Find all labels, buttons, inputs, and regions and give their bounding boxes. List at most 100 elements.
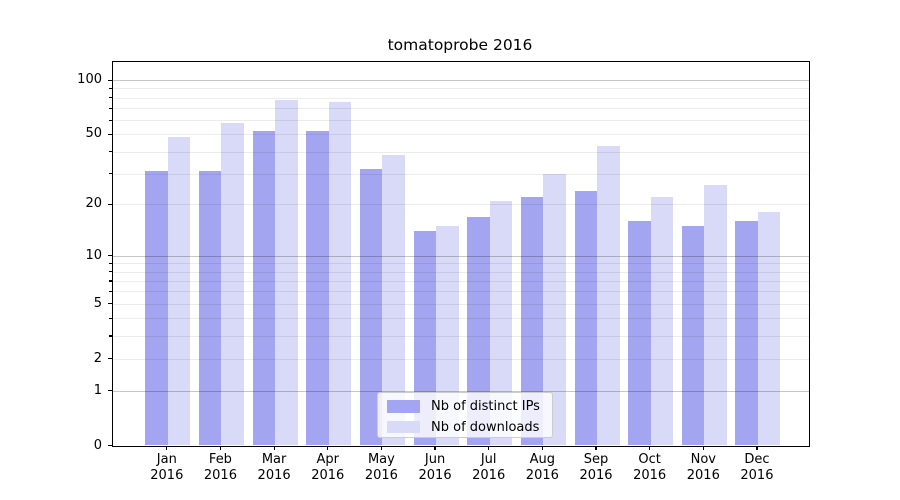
x-label-month: Apr (316, 451, 340, 467)
bar-distinct-ips-nov (681, 226, 705, 446)
y-tick (107, 79, 112, 81)
x-label-year: 2016 (686, 468, 720, 483)
x-tick (380, 445, 382, 451)
bar-distinct-ips-aug (520, 197, 544, 446)
gridline-minor (113, 271, 809, 273)
x-tick-label: Dec 2016 (726, 452, 788, 485)
bar-downloads-jan (167, 137, 191, 446)
gridline-minor (113, 88, 809, 90)
y-minor-tick (109, 97, 112, 99)
bar-distinct-ips-may (359, 168, 383, 446)
x-tick-label: Nov 2016 (672, 452, 734, 485)
y-tick (107, 133, 112, 136)
bar-distinct-ips-mar (252, 131, 276, 446)
x-tick-label: Apr 2016 (297, 452, 359, 485)
gridline-major (113, 80, 809, 82)
gridline-minor (113, 335, 809, 337)
gridline-minor (113, 291, 809, 293)
x-label-month: Nov (690, 451, 716, 467)
x-label-year: 2016 (364, 468, 398, 483)
y-tick-label: 10 (85, 247, 102, 263)
x-label-year: 2016 (257, 468, 291, 483)
x-tick-label: Sep 2016 (565, 452, 627, 485)
x-tick (434, 445, 436, 451)
x-tick (327, 445, 329, 451)
bar-distinct-ips-oct (628, 221, 651, 446)
legend-swatch-downloads-icon (387, 420, 420, 434)
x-tick (756, 445, 758, 451)
y-minor-tick (109, 107, 112, 109)
gridline-minor (113, 263, 809, 265)
gridline-minor (113, 108, 809, 110)
gridline-minor (113, 358, 809, 360)
x-label-year: 2016 (418, 468, 452, 483)
bar-distinct-ips-jan (145, 171, 168, 446)
bar-distinct-ips-dec (735, 221, 758, 446)
x-tick-label: Feb 2016 (189, 452, 251, 485)
y-tick-label: 50 (85, 126, 102, 142)
gridline-minor (113, 280, 809, 282)
x-tick-label: Mar 2016 (243, 452, 305, 485)
x-tick (273, 445, 275, 451)
x-tick-label: Aug 2016 (511, 452, 573, 485)
y-tick (107, 303, 112, 305)
bar-downloads-dec (757, 212, 781, 446)
y-tick (107, 390, 112, 392)
bar-downloads-sep (597, 145, 620, 446)
x-label-year: 2016 (472, 468, 506, 483)
x-label-year: 2016 (740, 468, 774, 483)
x-label-year: 2016 (633, 468, 667, 483)
legend-swatch-distinct-ips-icon (387, 400, 420, 413)
x-tick (595, 445, 597, 451)
gridline-minor (113, 134, 809, 136)
x-tick-label: Oct 2016 (619, 452, 681, 485)
y-minor-tick (109, 119, 112, 121)
x-label-year: 2016 (150, 468, 184, 483)
x-label-year: 2016 (203, 468, 237, 483)
y-minor-tick (109, 271, 112, 273)
bar-downloads-jul (489, 200, 513, 446)
x-tick-label: Jan 2016 (136, 452, 198, 485)
x-tick (702, 445, 704, 451)
y-tick (107, 255, 112, 257)
x-label-year: 2016 (579, 468, 613, 483)
bar-distinct-ips-jul (467, 216, 490, 446)
gridline-major (113, 390, 809, 392)
y-tick-label: 100 (77, 72, 102, 88)
x-tick (541, 445, 543, 451)
x-label-month: May (367, 451, 395, 467)
x-tick (649, 445, 651, 451)
bar-distinct-ips-feb (198, 171, 222, 446)
y-minor-tick (109, 87, 112, 90)
x-tick (219, 445, 222, 451)
bar-downloads-feb (221, 122, 244, 446)
y-minor-tick (109, 151, 112, 153)
x-label-year: 2016 (525, 468, 559, 483)
x-label-month: Jun (424, 451, 446, 467)
y-minor-tick (109, 317, 112, 319)
legend: Nb of distinct IPs Nb of downloads (377, 391, 553, 438)
y-minor-tick (109, 335, 112, 337)
x-label-month: Feb (208, 451, 232, 467)
x-tick-label: Jul 2016 (458, 452, 520, 485)
gridline-minor (113, 120, 809, 122)
x-label-month: Oct (638, 451, 661, 467)
bar-downloads-apr (328, 101, 352, 446)
bar-downloads-may (382, 155, 405, 446)
y-minor-tick (109, 173, 112, 175)
x-tick (488, 445, 490, 451)
bar-downloads-jun (436, 226, 459, 446)
bar-downloads-mar (275, 99, 298, 446)
gridline-major (113, 255, 809, 257)
y-tick-label: 2 (93, 350, 102, 366)
gridline-minor (113, 97, 809, 99)
plot-area (112, 61, 810, 447)
x-label-month: Jan (156, 451, 177, 467)
bar-downloads-aug (543, 173, 566, 446)
legend-item-distinct-ips: Nb of distinct IPs (387, 398, 543, 415)
x-tick (166, 445, 168, 451)
y-tick-label: 5 (93, 295, 102, 311)
y-minor-tick (109, 291, 112, 293)
bar-downloads-oct (650, 197, 674, 446)
y-tick-label: 20 (85, 196, 102, 212)
